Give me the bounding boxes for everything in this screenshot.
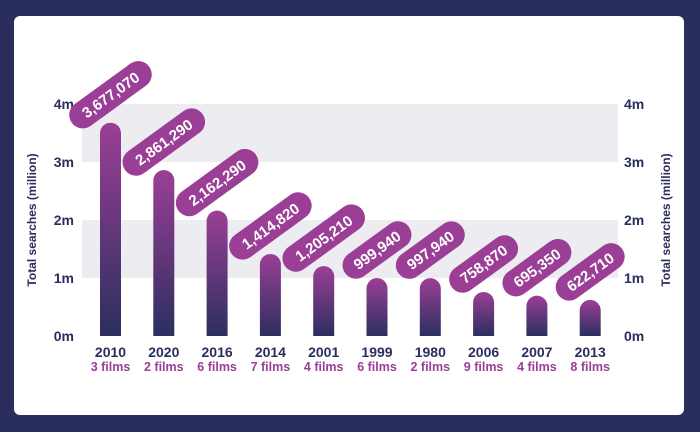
films-count-label: 2 films xyxy=(144,360,184,374)
y-axis-left-label: Total searches (million) xyxy=(25,153,39,286)
bar xyxy=(313,266,335,336)
value-pill-background xyxy=(122,108,206,176)
y-tick-label-right: 3m xyxy=(624,154,644,170)
films-count-label: 3 films xyxy=(91,360,131,374)
value-pill-background xyxy=(502,238,572,297)
y-tick-label-left: 1m xyxy=(54,270,74,286)
bar xyxy=(473,291,495,336)
y-tick-label-left: 2m xyxy=(54,212,74,228)
bar-chart: 0m 1m 2m 3m 4m 0m 1m 2m 3m 4m Total searches (mi… xyxy=(25,61,673,374)
films-count-label: 8 films xyxy=(570,360,610,374)
category-label: 1980 xyxy=(415,344,446,360)
chart-card: 0m 1m 2m 3m 4m 0m 1m 2m 3m 4m Total searches (mi… xyxy=(14,16,684,415)
y-axis-right-ticks: 0m 1m 2m 3m 4m xyxy=(624,96,644,344)
category-label: 1999 xyxy=(361,344,392,360)
category-label: 2016 xyxy=(202,344,233,360)
bar xyxy=(259,253,281,336)
y-tick-label-left: 4m xyxy=(54,96,74,112)
value-pill-background xyxy=(395,221,465,279)
value-pill-background xyxy=(342,221,412,279)
value-pill-background xyxy=(449,235,519,293)
bar xyxy=(526,295,548,336)
bar xyxy=(100,122,121,336)
bar xyxy=(206,210,228,336)
category-label: 2013 xyxy=(575,344,606,360)
bars-group xyxy=(100,122,601,336)
category-label: 2001 xyxy=(308,344,339,360)
y-axis-left-ticks: 0m 1m 2m 3m 4m xyxy=(54,96,74,344)
category-label: 2006 xyxy=(468,344,499,360)
films-count-label: 7 films xyxy=(251,360,291,374)
films-count-label: 4 films xyxy=(304,360,344,374)
value-pill-background xyxy=(69,61,152,129)
value-pill-background xyxy=(175,148,259,217)
films-count-label: 6 films xyxy=(357,360,397,374)
bar xyxy=(579,299,601,336)
category-label: 2020 xyxy=(148,344,179,360)
y-tick-label-right: 2m xyxy=(624,212,644,228)
bar xyxy=(366,278,388,336)
category-label: 2010 xyxy=(95,344,126,360)
y-tick-label-right: 1m xyxy=(624,270,644,286)
category-label: 2014 xyxy=(255,344,286,360)
films-count-label: 9 films xyxy=(464,360,504,374)
y-tick-label-left: 0m xyxy=(54,328,74,344)
value-pill-background xyxy=(282,204,365,272)
films-count-label: 6 films xyxy=(197,360,237,374)
y-axis-right-label: Total searches (million) xyxy=(659,153,673,286)
bar xyxy=(419,278,441,336)
y-tick-label-right: 4m xyxy=(624,96,644,112)
bar xyxy=(153,170,175,336)
films-count-label: 2 films xyxy=(410,360,450,374)
y-tick-label-right: 0m xyxy=(624,328,644,344)
value-pill-background xyxy=(555,243,625,301)
category-label: 2007 xyxy=(521,344,552,360)
y-tick-label-left: 3m xyxy=(54,154,74,170)
value-pill-background xyxy=(229,192,312,260)
films-count-label: 4 films xyxy=(517,360,557,374)
